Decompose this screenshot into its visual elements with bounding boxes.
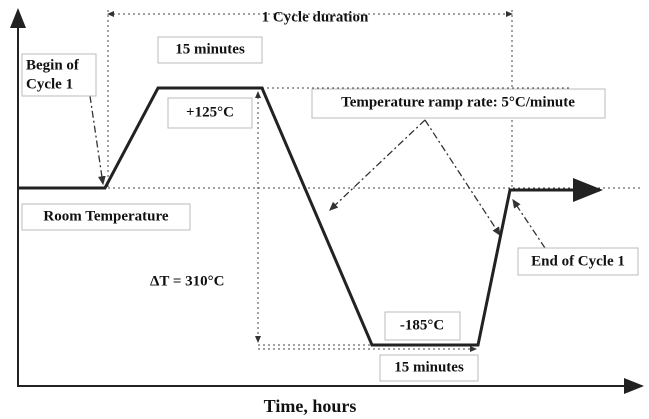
room-temp: Room Temperature [43, 208, 168, 224]
end-label: End of Cycle 1 [531, 253, 625, 269]
hot-temp: +125°C [186, 104, 234, 120]
x-axis-label: Time, hours [264, 396, 357, 416]
temperature-profile [18, 86, 603, 347]
axes [9, 8, 644, 394]
begin-line: Begin of [26, 57, 80, 73]
delta-t: ΔT = 310°C [150, 273, 225, 289]
guides [18, 10, 640, 352]
ramp-rate: Temperature ramp rate: 5°C/minute [341, 94, 575, 110]
cold-temp: -185°C [400, 317, 444, 333]
bottom-dwell: 15 minutes [394, 359, 464, 375]
top-dwell: 15 minutes [175, 41, 245, 57]
cycle-duration: 1 Cycle duration [262, 9, 369, 25]
begin-line: Cycle 1 [26, 76, 73, 92]
